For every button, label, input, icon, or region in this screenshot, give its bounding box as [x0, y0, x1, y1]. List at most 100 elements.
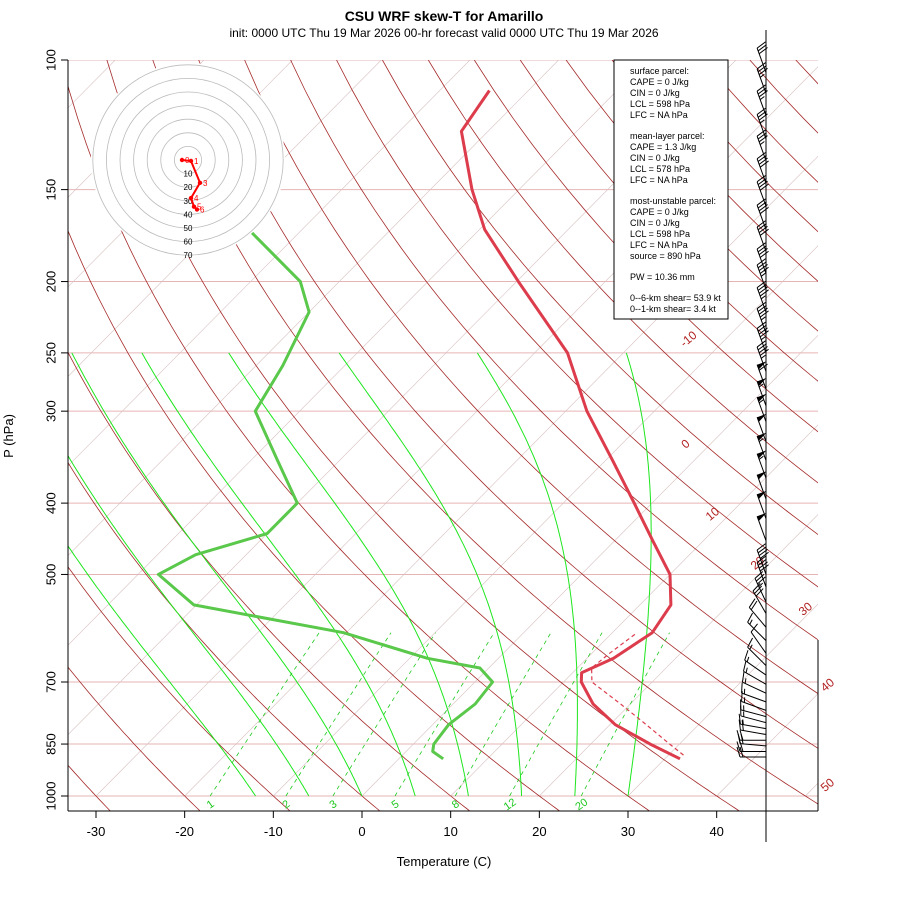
hodograph-point-label: 6	[200, 206, 205, 215]
moist-adiabat	[141, 352, 416, 797]
wind-barb	[756, 340, 769, 372]
parcel-path	[590, 632, 684, 756]
wind-barb	[750, 623, 767, 654]
wind-barb-full	[739, 730, 744, 741]
wind-barb-full	[758, 363, 768, 371]
wind-barb-full	[759, 289, 769, 297]
most-unstable-cape: CAPE = 0 J/kg	[630, 207, 689, 217]
isotherm-line	[627, 603, 818, 797]
wind-barb-full	[754, 571, 764, 579]
profiles	[156, 89, 684, 761]
wind-barb-full	[758, 67, 768, 75]
wind-barb	[756, 129, 768, 161]
wind-barb-half	[759, 96, 765, 101]
mixing-ratio-label: 2	[281, 798, 293, 811]
x-tick-label: -30	[87, 824, 106, 839]
wind-barb-staff	[756, 248, 767, 274]
moist-adiabat	[476, 352, 578, 797]
most-unstable-cin: CIN = 0 J/kg	[630, 218, 680, 228]
wind-barb	[756, 321, 769, 354]
wind-barb-staff	[756, 68, 767, 94]
wind-barb-staff	[756, 114, 767, 140]
wind-barb-full	[757, 65, 767, 73]
hodograph-ring	[160, 132, 216, 188]
hodograph-ring-label: 70	[184, 251, 193, 260]
wind-barb	[736, 730, 766, 741]
hodograph-ring	[92, 64, 284, 256]
hodograph-ring	[173, 145, 202, 174]
wind-barb-staff	[756, 90, 767, 116]
wind-barb-full	[758, 248, 768, 256]
wind-barb-full	[756, 280, 766, 288]
wind-barb-full	[758, 47, 768, 55]
surface-lfc: LFC = NA hPa	[630, 110, 688, 120]
mixing-ratio-label: 5	[390, 798, 402, 811]
wind-barb-pennant	[757, 377, 767, 387]
wind-barb-staff	[752, 590, 767, 614]
wind-barb-full	[758, 286, 768, 294]
hodograph-point-label: 1	[194, 157, 199, 166]
precipitable-water: PW = 10.36 mm	[630, 272, 695, 282]
wind-barb-full	[759, 160, 769, 168]
hodograph-ring-label: 10	[184, 170, 193, 179]
wind-barb-half	[749, 619, 753, 625]
shear-0-1km: 0--1-km shear= 3.4 kt	[630, 304, 716, 314]
isotherm-line	[273, 245, 818, 797]
moist-adiabat	[228, 352, 469, 797]
wind-barb-staff	[756, 181, 767, 207]
hodograph-point-label: 3	[203, 179, 208, 188]
wind-barb	[756, 198, 769, 230]
wind-barb-full	[756, 321, 766, 329]
mixing-ratio-labels: 1 2 3 5 8 12 20	[205, 796, 591, 813]
dry-adiabat	[795, 60, 818, 85]
wind-barb-full	[758, 225, 768, 234]
wind-barb-full	[759, 206, 769, 215]
wind-barb	[756, 220, 769, 252]
wind-barb-half	[760, 336, 766, 341]
isotherm-label: -10	[677, 328, 700, 350]
surface-parcel-title: surface parcel:	[630, 66, 689, 76]
surface-cape: CAPE = 0 J/kg	[630, 77, 689, 87]
hodograph-point	[194, 207, 200, 212]
wind-barb	[747, 612, 767, 641]
mixing-ratio-line	[209, 632, 320, 797]
wind-barb-half	[760, 295, 766, 300]
isotherm-line	[68, 60, 205, 198]
wind-barb-full	[736, 741, 741, 752]
wind-barb-pennant	[757, 432, 767, 441]
isotherm-line	[68, 60, 559, 557]
wind-barb-staff	[754, 578, 767, 603]
wind-barb-half	[760, 272, 766, 277]
wind-barb-full	[756, 129, 766, 137]
wind-barb-half	[745, 667, 748, 673]
mixing-ratio-line	[509, 632, 603, 797]
mean-layer-lcl: LCL = 578 hPa	[630, 164, 690, 174]
wind-barb-full	[741, 671, 745, 683]
mixing-ratio-label: 3	[327, 798, 339, 811]
dry-adiabat	[68, 229, 561, 811]
wind-barb-full	[756, 302, 766, 310]
most-unstable-source: source = 890 hPa	[630, 251, 701, 261]
isotherm-line	[184, 155, 818, 797]
p-tick-label: 700	[43, 671, 58, 693]
wind-barb-staff	[741, 692, 767, 703]
wind-barb-pennant	[757, 393, 767, 402]
x-axis: -30 -20 -10 0 10 20 30 40	[87, 811, 724, 839]
wind-barb	[740, 699, 767, 718]
wind-barb-pennant	[757, 361, 767, 370]
x-tick-label: 10	[443, 824, 457, 839]
wind-barb-full	[759, 250, 769, 258]
wind-barb	[756, 432, 767, 461]
mixing-ratio-line	[394, 632, 495, 797]
wind-barb-full	[741, 720, 744, 731]
wind-barb-full	[756, 543, 766, 551]
wind-barb-staff	[740, 743, 767, 747]
wind-barb-full	[756, 152, 766, 160]
chart-subtitle: init: 0000 UTC Thu 19 Mar 2026 00-hr for…	[229, 26, 658, 40]
wind-barb-staff	[756, 158, 767, 184]
isotherm-label: 40	[818, 675, 837, 695]
wind-barb-staff	[747, 646, 767, 666]
wind-barb-half	[760, 316, 766, 321]
wind-barb-staff	[756, 205, 767, 230]
